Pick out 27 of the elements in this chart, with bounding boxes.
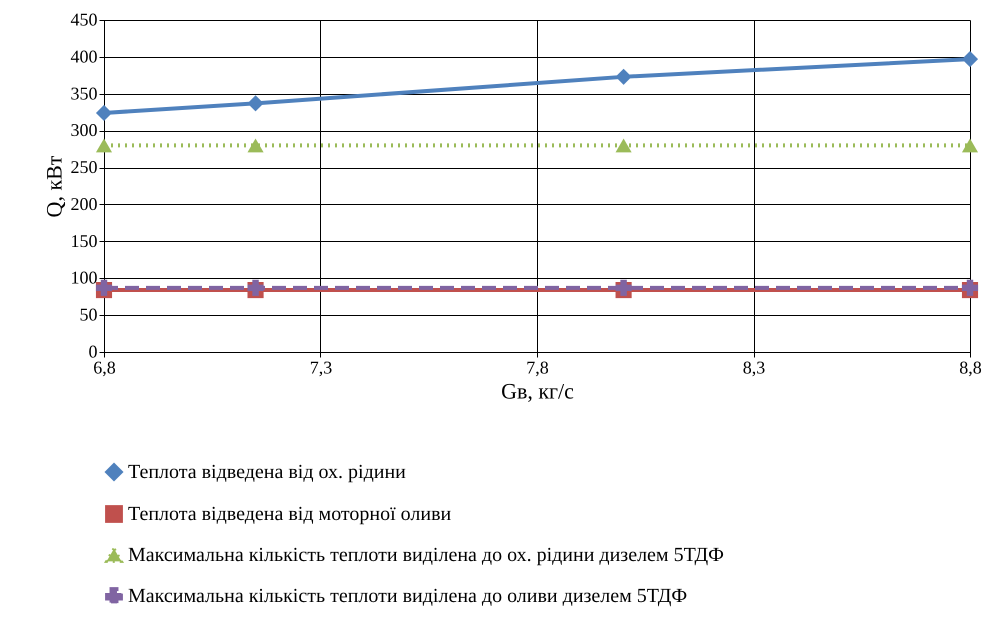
y-tick-label: 450 — [70, 10, 98, 30]
point — [616, 138, 632, 152]
legend-label: Максимальна кількість теплоти виділена до ох. рідини дизелем 5ТДФ — [128, 544, 724, 566]
y-tick-label: 100 — [70, 268, 98, 288]
y-tick-label: 250 — [70, 157, 98, 178]
x-tick-label: 8,8 — [959, 358, 982, 378]
y-tick-label: 150 — [70, 230, 98, 251]
x-tick-label: 7,8 — [526, 358, 549, 378]
x-tick-label: 7,3 — [310, 358, 332, 378]
y-tick-label: 300 — [70, 120, 98, 140]
point — [247, 138, 264, 152]
y-tick-label: 350 — [70, 83, 98, 104]
point — [247, 95, 264, 112]
x-tick-label: 8,3 — [742, 358, 766, 378]
legend-label: Максимальна кількість теплоти виділена до оливи дизелем 5ТДФ — [128, 585, 688, 607]
point — [616, 68, 632, 85]
point — [96, 104, 112, 122]
y-tick-label: 400 — [70, 46, 98, 66]
y-tick-label: 200 — [70, 194, 98, 214]
x-axis-title: Gв, кг/с — [501, 378, 574, 404]
legend-label: Теплота відведена від моторної оливи — [128, 503, 452, 525]
y-axis-title: Q, кВт — [42, 155, 66, 218]
legend-label: Теплота відведена від ох. рідини — [128, 461, 406, 483]
point — [962, 51, 978, 68]
point — [96, 138, 112, 152]
y-tick-label: 50 — [80, 304, 98, 325]
point — [962, 138, 978, 152]
